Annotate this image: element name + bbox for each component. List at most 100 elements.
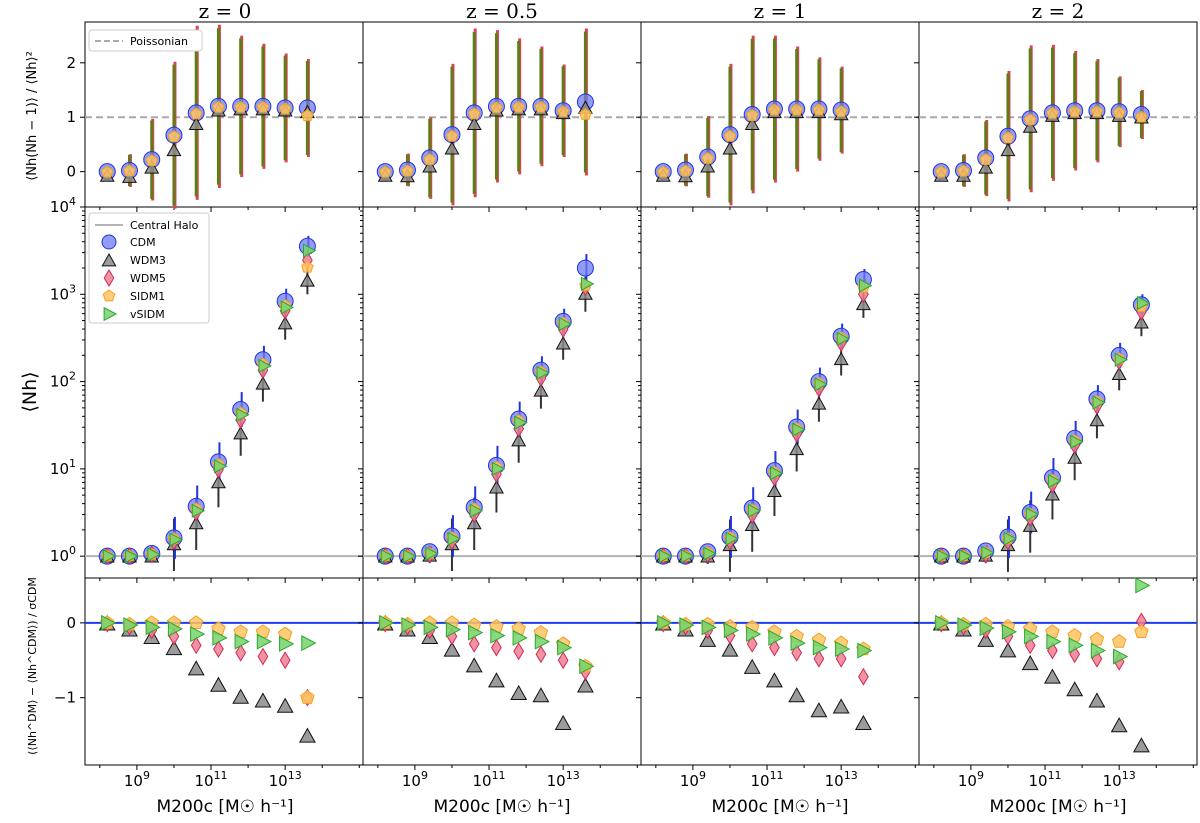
point-nh-vsidm-col2 <box>725 531 740 546</box>
point-residual-vsidm-col3 <box>957 617 973 634</box>
ylabel-residual: (⟨Nh^DM⟩ − ⟨Nh^CDM⟩) / σCDM <box>26 577 39 755</box>
point-residual-wdm3-col1 <box>576 677 594 693</box>
point-nh-vsidm-col1 <box>425 546 439 561</box>
point-residual-vsidm-col3 <box>1135 577 1151 594</box>
point-moment-wdm3-col3 <box>1000 142 1016 157</box>
point-residual-vsidm-col2 <box>657 614 673 631</box>
point-residual-sidm1-col0 <box>188 615 204 630</box>
point-moment-wdm3-col1 <box>422 159 438 173</box>
point-nh-vsidm-col3 <box>959 549 973 564</box>
legend-vsidm-label: vSIDM <box>130 308 165 321</box>
point-moment-sidm1-col1 <box>556 105 570 118</box>
point-residual-vsidm-col1 <box>534 633 550 650</box>
xlabel-col0: M200c [M☉ h⁻¹] <box>156 797 293 817</box>
point-moment-sidm1-col0 <box>145 154 159 167</box>
xtick-label-col1: 109 <box>402 769 428 790</box>
point-nh-wdm3-col0 <box>233 425 249 440</box>
point-moment-sidm1-col1 <box>534 100 548 113</box>
point-residual-sidm1-col3 <box>1111 633 1127 648</box>
xtick-label-col3: 1013 <box>1103 769 1136 790</box>
point-residual-vsidm-col1 <box>468 624 484 641</box>
point-residual-vsidm-col2 <box>768 629 784 646</box>
point-residual-wdm3-col0 <box>254 692 272 708</box>
point-residual-wdm3-col2 <box>765 672 783 688</box>
point-moment-sidm1-col3 <box>1112 106 1126 119</box>
point-nh-vsidm-col2 <box>681 549 695 564</box>
legend-central-label: Central Halo <box>130 219 199 232</box>
xtick-label-col0: 1011 <box>194 769 227 790</box>
point-residual-wdm5-col2 <box>858 667 869 686</box>
point-nh-wdm3-col2 <box>789 441 805 456</box>
point-nh-vsidm-col1 <box>558 316 573 332</box>
point-residual-wdm3-col3 <box>1088 692 1106 708</box>
point-residual-wdm3-col0 <box>232 688 250 704</box>
point-nh-vsidm-col3 <box>981 545 995 560</box>
title-z0: z = 0 <box>199 0 252 23</box>
point-nh-vsidm-col2 <box>658 549 673 564</box>
point-residual-vsidm-col1 <box>490 627 506 644</box>
point-residual-vsidm-col1 <box>557 639 573 656</box>
ytick-label-row2: −1 <box>54 689 76 707</box>
point-nh-wdm3-col3 <box>1067 450 1083 464</box>
point-residual-vsidm-col3 <box>1001 623 1018 640</box>
point-moment-sidm1-col1 <box>512 100 525 113</box>
ytick-label-row1: 103 <box>50 282 76 303</box>
point-nh-wdm3-col1 <box>555 336 571 350</box>
legend-wdm3-marker <box>101 252 117 267</box>
xtick-label-col3: 109 <box>958 769 984 790</box>
point-residual-wdm3-col1 <box>532 687 550 703</box>
point-residual-wdm3-col1 <box>465 657 483 673</box>
point-residual-wdm5-col1 <box>557 651 569 670</box>
point-moment-wdm3-col1 <box>444 141 460 155</box>
point-residual-vsidm-col3 <box>1024 628 1040 645</box>
point-nh-vsidm-col1 <box>403 549 417 564</box>
point-moment-sidm1-col0 <box>100 165 114 178</box>
point-residual-vsidm-col2 <box>701 619 717 636</box>
point-residual-wdm3-col1 <box>443 641 461 657</box>
point-nh-wdm3-col2 <box>833 351 849 366</box>
xlabel-col2: M200c [M☉ h⁻¹] <box>711 797 848 817</box>
point-residual-wdm3-col3 <box>1043 668 1061 684</box>
point-nh-vsidm-col0 <box>258 358 272 374</box>
point-residual-vsidm-col2 <box>746 626 762 643</box>
point-nh-wdm3-col0 <box>277 315 293 330</box>
point-residual-vsidm-col2 <box>790 635 806 652</box>
point-residual-wdm3-col3 <box>977 631 995 647</box>
point-residual-vsidm-col1 <box>401 617 417 634</box>
point-residual-vsidm-col1 <box>512 629 528 646</box>
point-residual-vsidm-col2 <box>857 642 873 659</box>
point-moment-sidm1-col1 <box>445 129 459 142</box>
point-nh-vsidm-col0 <box>191 503 206 518</box>
legend-models: Central Halo CDM WDM3 WDM5 SIDM1 vSIDM <box>88 212 210 324</box>
point-residual-vsidm-col1 <box>423 619 439 636</box>
ytick-label-row2: 0 <box>66 614 76 632</box>
point-nh-vsidm-col1 <box>492 461 506 477</box>
point-residual-vsidm-col2 <box>679 617 695 634</box>
point-residual-wdm3-col2 <box>699 631 717 647</box>
point-residual-sidm1-col3 <box>1134 624 1149 639</box>
point-moment-sidm1-col3 <box>1023 113 1037 126</box>
point-nh-vsidm-col0 <box>280 300 295 315</box>
point-residual-vsidm-col2 <box>723 622 740 639</box>
point-residual-vsidm-col3 <box>1046 633 1062 650</box>
xlabel-col3: M200c [M☉ h⁻¹] <box>989 797 1126 817</box>
point-residual-wdm5-col1 <box>535 645 547 664</box>
point-residual-wdm5-col0 <box>235 643 247 662</box>
point-moment-sidm1-col2 <box>723 129 737 142</box>
point-nh-wdm3-col3 <box>1133 315 1149 329</box>
xtick-label-col2: 109 <box>680 769 706 790</box>
point-nh-vsidm-col1 <box>581 276 595 291</box>
axes-frame-col0-row2 <box>84 577 364 766</box>
point-residual-vsidm-col0 <box>301 635 317 652</box>
point-nh-wdm3-col3 <box>1044 487 1060 501</box>
point-nh-cdm-col1 <box>576 259 594 277</box>
title-z1: z = 1 <box>754 0 807 23</box>
point-residual-sidm1-col0 <box>300 690 315 704</box>
legend-cdm-marker <box>101 234 117 250</box>
point-nh-vsidm-col2 <box>747 503 762 518</box>
point-residual-wdm5-col1 <box>513 642 525 661</box>
point-nh-wdm3-col1 <box>488 480 504 494</box>
point-residual-sidm1-col3 <box>1089 631 1105 646</box>
point-nh-wdm3-col0 <box>255 376 271 390</box>
point-nh-wdm3-col2 <box>766 483 782 497</box>
